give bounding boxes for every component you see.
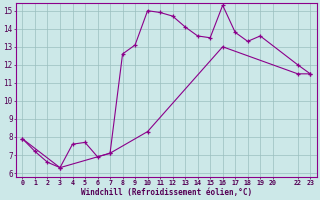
X-axis label: Windchill (Refroidissement éolien,°C): Windchill (Refroidissement éolien,°C): [81, 188, 252, 197]
